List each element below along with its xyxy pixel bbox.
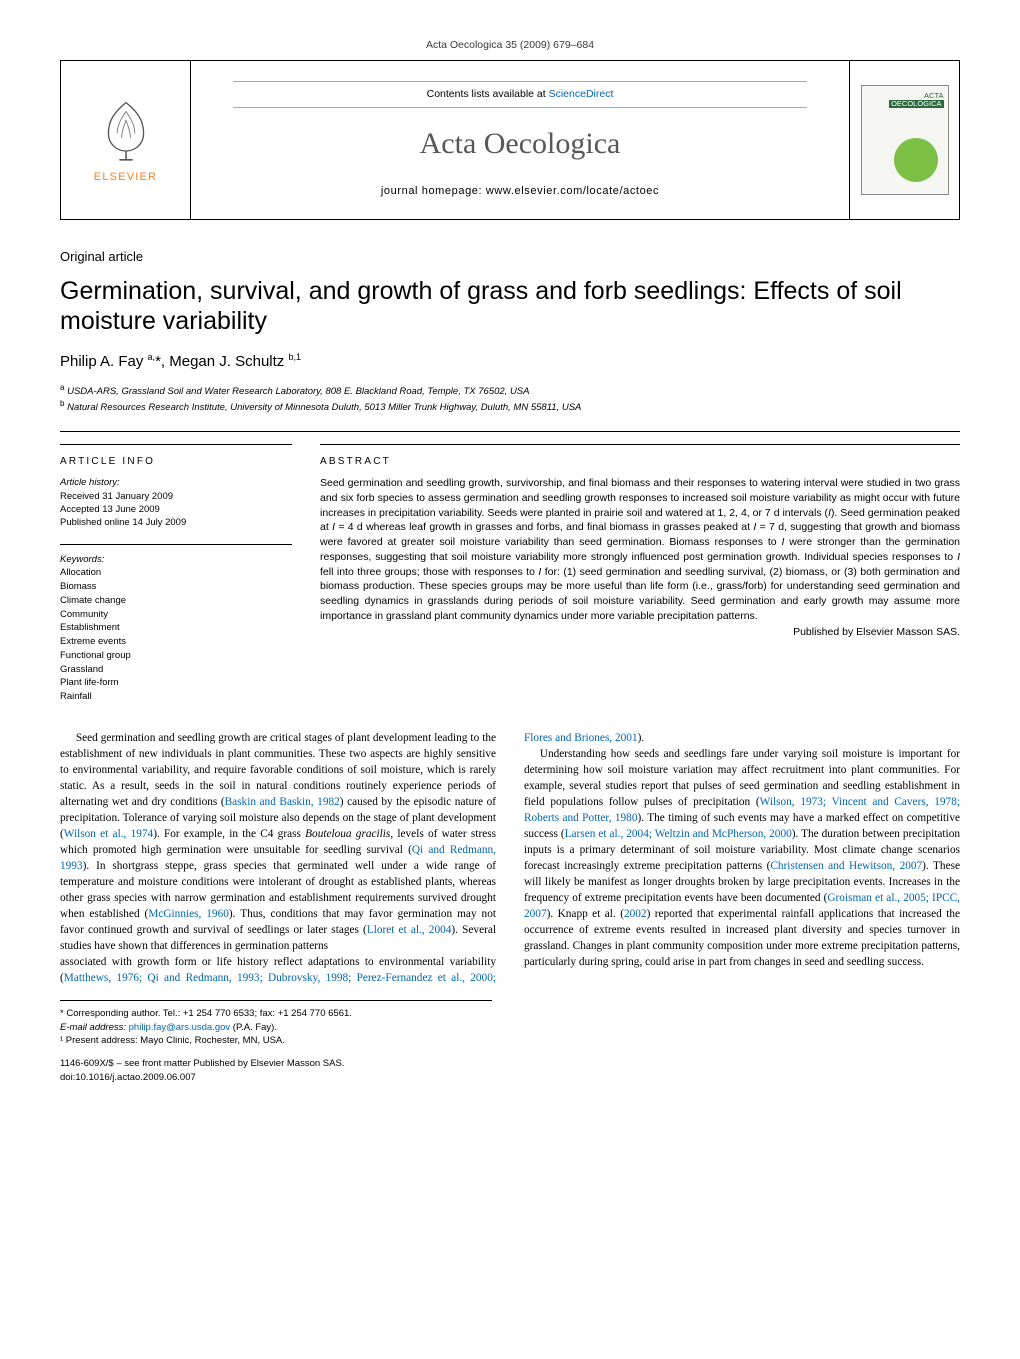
email-label: E-mail address:	[60, 1022, 129, 1033]
present-address: ¹ Present address: Mayo Clinic, Rocheste…	[60, 1034, 492, 1047]
sciencedirect-link[interactable]: ScienceDirect	[549, 88, 614, 100]
body-paragraph: Seed germination and seedling growth are…	[60, 730, 496, 954]
doi-line: doi:10.1016/j.actao.2009.06.007	[60, 1071, 960, 1084]
elsevier-label: ELSEVIER	[93, 170, 159, 185]
email-suffix: (P.A. Fay).	[230, 1022, 277, 1033]
keyword-item: Climate change	[60, 594, 292, 608]
body-paragraph: Understanding how seeds and seedlings fa…	[524, 746, 960, 970]
journal-homepage[interactable]: journal homepage: www.elsevier.com/locat…	[381, 184, 659, 199]
journal-name: Acta Oecologica	[420, 124, 621, 165]
email-line: E-mail address: philip.fay@ars.usda.gov …	[60, 1021, 492, 1034]
email-link[interactable]: philip.fay@ars.usda.gov	[129, 1022, 231, 1033]
contents-prefix: Contents lists available at	[427, 88, 549, 100]
journal-cover-thumbnail: ACTA OECOLOGICA	[861, 85, 949, 195]
article-info-column: ARTICLE INFO Article history: Received 3…	[60, 444, 292, 704]
author-line: Philip A. Fay a,*, Megan J. Schultz b,1	[60, 351, 960, 372]
keyword-item: Community	[60, 608, 292, 622]
copyright-line: 1146-609X/$ – see front matter Published…	[60, 1057, 960, 1070]
keywords-label: Keywords:	[60, 553, 292, 567]
journal-cover-cell: ACTA OECOLOGICA	[849, 61, 959, 219]
article-title: Germination, survival, and growth of gra…	[60, 276, 960, 337]
keyword-item: Allocation	[60, 566, 292, 580]
keywords-list: AllocationBiomassClimate changeCommunity…	[60, 566, 292, 704]
elsevier-logo: ELSEVIER	[93, 96, 159, 185]
article-type: Original article	[60, 248, 960, 266]
keyword-item: Rainfall	[60, 690, 292, 704]
contents-available-line: Contents lists available at ScienceDirec…	[233, 81, 807, 107]
article-history-block: Article history: Received 31 January 200…	[60, 476, 292, 529]
history-label: Article history:	[60, 476, 292, 489]
article-info-heading: ARTICLE INFO	[60, 455, 292, 469]
publisher-logo-cell: ELSEVIER	[61, 61, 191, 219]
keyword-item: Extreme events	[60, 635, 292, 649]
keyword-item: Biomass	[60, 580, 292, 594]
keyword-item: Functional group	[60, 649, 292, 663]
elsevier-tree-icon	[93, 96, 159, 162]
history-accepted: Accepted 13 June 2009	[60, 503, 292, 516]
cover-dot-icon	[894, 138, 938, 182]
info-abstract-row: ARTICLE INFO Article history: Received 3…	[60, 431, 960, 704]
abstract-column: ABSTRACT Seed germination and seedling g…	[320, 444, 960, 704]
copyright-block: 1146-609X/$ – see front matter Published…	[60, 1057, 960, 1084]
abstract-published-by: Published by Elsevier Masson SAS.	[320, 625, 960, 640]
abstract-heading: ABSTRACT	[320, 455, 960, 469]
cover-title-tag: ACTA OECOLOGICA	[889, 92, 943, 108]
affiliation-line: a USDA-ARS, Grassland Soil and Water Res…	[60, 382, 960, 398]
keyword-item: Establishment	[60, 621, 292, 635]
corresponding-author: * Corresponding author. Tel.: +1 254 770…	[60, 1007, 492, 1020]
affiliation-line: b Natural Resources Research Institute, …	[60, 398, 960, 414]
keyword-item: Plant life-form	[60, 676, 292, 690]
history-published: Published online 14 July 2009	[60, 516, 292, 529]
footnote-block: * Corresponding author. Tel.: +1 254 770…	[60, 1000, 492, 1047]
keyword-item: Grassland	[60, 663, 292, 677]
header-center: Contents lists available at ScienceDirec…	[191, 61, 849, 219]
cover-tag-bottom: OECOLOGICA	[889, 100, 943, 108]
keywords-block: Keywords: AllocationBiomassClimate chang…	[60, 544, 292, 704]
journal-header-box: ELSEVIER Contents lists available at Sci…	[60, 60, 960, 220]
abstract-text: Seed germination and seedling growth, su…	[320, 476, 960, 640]
journal-citation-header: Acta Oecologica 35 (2009) 679–684	[60, 38, 960, 52]
article-body: Seed germination and seedling growth are…	[60, 730, 960, 987]
affiliations-block: a USDA-ARS, Grassland Soil and Water Res…	[60, 382, 960, 415]
history-received: Received 31 January 2009	[60, 490, 292, 503]
